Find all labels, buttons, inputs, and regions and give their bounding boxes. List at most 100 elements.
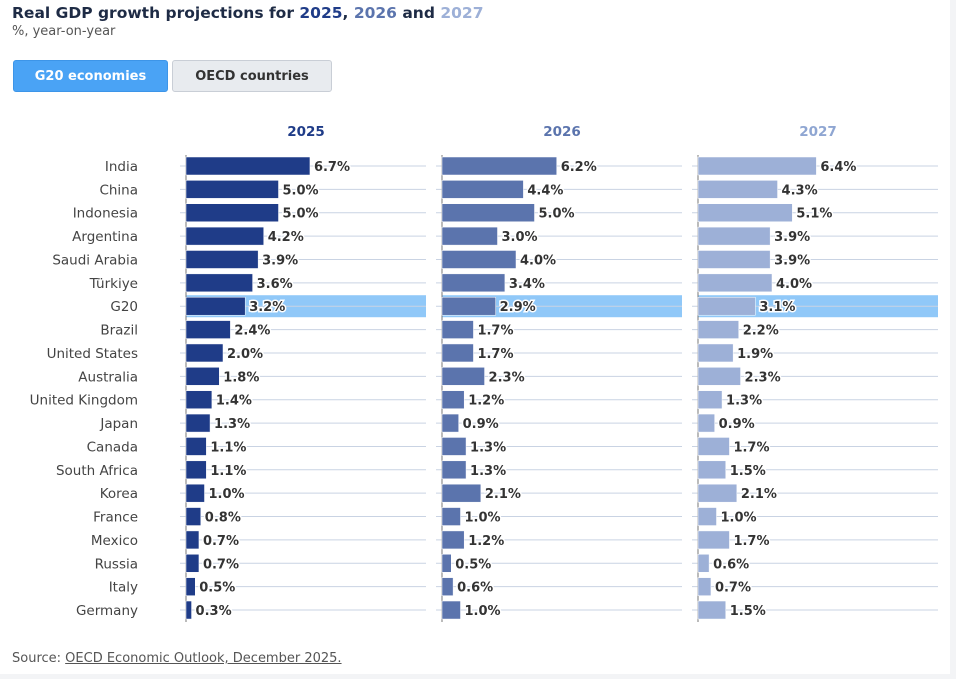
bar-2026-China xyxy=(441,180,524,199)
data-label: 5.1% xyxy=(796,207,832,222)
data-label: 1.5% xyxy=(730,464,766,479)
data-label: 4.2% xyxy=(268,230,304,245)
category-label: India xyxy=(105,159,138,175)
data-label: 0.3% xyxy=(196,604,232,619)
data-label: 5.0% xyxy=(539,207,575,222)
data-label: 0.5% xyxy=(455,557,491,572)
bar-2025-G20 xyxy=(185,296,246,316)
bar-2027-Italy xyxy=(697,577,712,596)
data-label: 1.7% xyxy=(477,347,513,362)
data-label: 0.7% xyxy=(715,581,751,596)
data-label: 2.1% xyxy=(741,487,777,502)
data-label: 3.9% xyxy=(774,230,810,245)
data-label: 1.8% xyxy=(223,370,259,385)
bar-2027-Canada xyxy=(697,437,730,456)
category-label: Türkiye xyxy=(89,276,138,292)
data-label: 1.5% xyxy=(730,604,766,619)
chart-title: Real GDP growth projections for 2025, 20… xyxy=(12,4,483,22)
bar-2027-Japan xyxy=(697,413,715,433)
data-label: 2.3% xyxy=(745,370,781,385)
bar-2025-United Kingdom xyxy=(185,390,213,409)
bar-2027-Argentina xyxy=(697,226,771,246)
bar-2027-India xyxy=(697,156,817,176)
source-label: Source: xyxy=(12,651,66,666)
data-label: 4.0% xyxy=(776,277,812,292)
data-label: 2.1% xyxy=(485,487,521,502)
data-label: 1.3% xyxy=(470,464,506,479)
data-label: 1.7% xyxy=(733,534,769,549)
category-label: United Kingdom xyxy=(30,393,138,409)
bar-2025-Russia xyxy=(185,554,200,573)
data-label: 3.4% xyxy=(509,277,545,292)
bar-2026-United Kingdom xyxy=(441,390,465,409)
bar-2027-Germany xyxy=(697,600,726,620)
data-label: 0.7% xyxy=(203,557,239,572)
category-label: Indonesia xyxy=(73,206,138,222)
bar-2026-Germany xyxy=(441,600,461,620)
data-label: 0.7% xyxy=(203,534,239,549)
bar-2027-South Africa xyxy=(697,460,726,480)
data-label: 2.0% xyxy=(227,347,263,362)
title-text: Real GDP growth projections for xyxy=(12,4,300,22)
data-label: 1.3% xyxy=(726,394,762,409)
data-label: 4.0% xyxy=(520,253,556,268)
tab-oecd-countries[interactable]: OECD countries xyxy=(172,60,332,92)
bar-2025-Argentina xyxy=(185,226,264,246)
data-label: 3.2% xyxy=(249,300,285,315)
bar-2025-South Africa xyxy=(185,460,207,480)
data-label: 1.1% xyxy=(210,440,246,455)
bar-2026-Korea xyxy=(441,483,482,503)
data-label: 3.9% xyxy=(774,253,810,268)
data-label: 0.6% xyxy=(713,557,749,572)
data-label: 1.9% xyxy=(737,347,773,362)
bar-2025-Japan xyxy=(185,413,211,433)
bar-2026-Canada xyxy=(441,437,467,456)
series-header-2027: 2027 xyxy=(799,124,837,140)
data-label: 0.5% xyxy=(199,581,235,596)
category-label: Argentina xyxy=(72,229,138,245)
data-label: 5.0% xyxy=(283,183,319,198)
bar-2027-United Kingdom xyxy=(697,390,723,409)
category-label: France xyxy=(93,510,138,526)
category-label: Canada xyxy=(87,439,138,455)
bar-2026-Russia xyxy=(441,554,452,573)
source-note: Source: OECD Economic Outlook, December … xyxy=(12,651,342,666)
bar-2026-India xyxy=(441,156,557,176)
bar-2027-France xyxy=(697,507,717,526)
bar-2025-United States xyxy=(185,343,224,363)
data-label: 1.2% xyxy=(468,534,504,549)
data-label: 0.9% xyxy=(719,417,755,432)
data-label: 2.2% xyxy=(743,324,779,339)
title-sep: and xyxy=(396,4,441,22)
bar-2025-Mexico xyxy=(185,530,200,550)
series-header-2025: 2025 xyxy=(287,124,325,140)
data-label: 3.0% xyxy=(502,230,538,245)
bar-2026-Saudi Arabia xyxy=(441,250,517,269)
bar-2027-China xyxy=(697,180,778,199)
bar-2026-South Africa xyxy=(441,460,467,480)
data-label: 1.7% xyxy=(733,440,769,455)
bar-2027-United States xyxy=(697,343,734,363)
source-link[interactable]: OECD Economic Outlook, December 2025. xyxy=(65,651,342,666)
category-label: Korea xyxy=(100,486,138,502)
bar-2025-Germany xyxy=(185,600,192,620)
data-label: 0.9% xyxy=(463,417,499,432)
data-label: 1.0% xyxy=(209,487,245,502)
category-label: Mexico xyxy=(91,533,138,549)
category-label: Brazil xyxy=(100,323,138,339)
bar-2025-India xyxy=(185,156,311,176)
bar-2026-Brazil xyxy=(441,320,474,339)
bar-2025-Canada xyxy=(185,437,207,456)
bar-2027-Mexico xyxy=(697,530,730,550)
data-label: 1.7% xyxy=(477,324,513,339)
category-label: Germany xyxy=(76,603,138,619)
bar-2026-Türkiye xyxy=(441,273,506,293)
tab-g20-economies[interactable]: G20 economies xyxy=(13,60,168,92)
chart-subtitle: %, year-on-year xyxy=(12,24,116,39)
bar-2027-Saudi Arabia xyxy=(697,250,771,269)
bar-2025-France xyxy=(185,507,202,526)
category-label: China xyxy=(99,182,138,198)
bar-2027-Australia xyxy=(697,367,741,386)
data-label: 6.7% xyxy=(314,160,350,175)
category-label: Italy xyxy=(109,580,138,596)
